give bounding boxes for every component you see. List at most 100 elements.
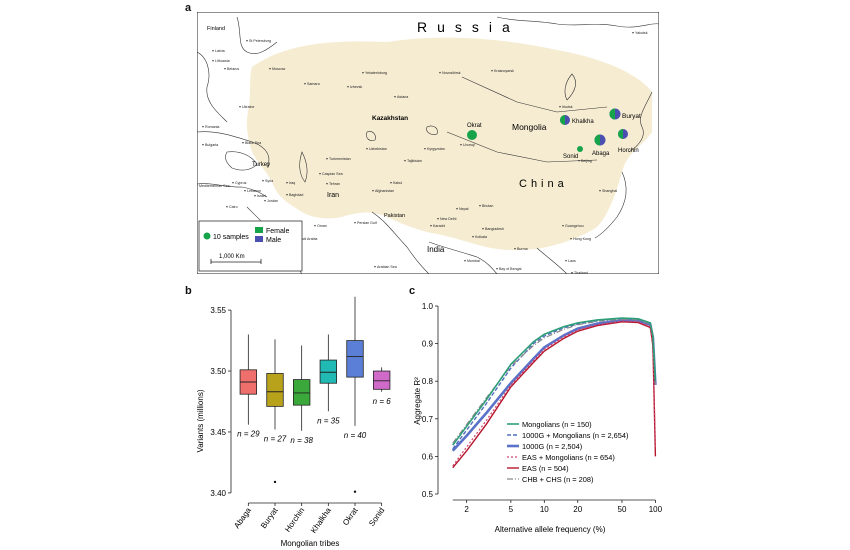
site-label: Okrat bbox=[467, 123, 482, 129]
map-place-label: Burma bbox=[517, 247, 528, 251]
panel-letter-a: a bbox=[185, 2, 192, 14]
map-place-dot bbox=[562, 225, 564, 227]
r2-x-label: Alternative allele frequency (%) bbox=[495, 525, 606, 534]
map-place-dot bbox=[354, 222, 356, 224]
map-place-label: Kyrgyzstan bbox=[427, 147, 445, 151]
y-tick-label: 3.50 bbox=[210, 367, 226, 376]
map-place-dot bbox=[269, 68, 271, 70]
y-tick-label: 0.6 bbox=[422, 452, 434, 461]
map-place-dot bbox=[456, 208, 458, 210]
map-place-dot bbox=[224, 68, 226, 70]
label-pakistan: Pakistan bbox=[384, 213, 405, 219]
map-place-dot bbox=[347, 86, 349, 88]
panel-letter-b: b bbox=[185, 285, 192, 297]
x-tick-label: 50 bbox=[618, 505, 627, 514]
x-tick-label: Abaga bbox=[232, 506, 253, 531]
box-outlier bbox=[273, 480, 277, 484]
x-tick-label: Sonid bbox=[367, 506, 386, 528]
map-place-label: Tehran bbox=[329, 182, 340, 186]
x-tick-label: 100 bbox=[649, 505, 663, 514]
map-place-label: New Delhi bbox=[440, 217, 457, 221]
map-place-label: Thailand bbox=[574, 271, 588, 274]
box-sonid: n = 6 bbox=[372, 367, 391, 406]
map-place-dot bbox=[202, 126, 204, 128]
map-place-label: Cyprus bbox=[235, 181, 247, 185]
x-tick-label: Horchin bbox=[283, 506, 306, 534]
site-label: Abaga bbox=[592, 151, 610, 157]
map-place-dot bbox=[262, 180, 264, 182]
site-label: Sonid bbox=[563, 154, 578, 160]
map-place-label: Bangladesh bbox=[485, 227, 504, 231]
map-place-dot bbox=[491, 70, 493, 72]
map-place-label: Arabian Sea bbox=[377, 265, 397, 269]
map-place-dot bbox=[460, 144, 462, 146]
box-outlier bbox=[353, 490, 357, 493]
map-place-label: St Petersburg bbox=[249, 39, 271, 43]
map-place-label: Mumbai bbox=[467, 259, 480, 263]
box-n-label: n = 40 bbox=[344, 431, 367, 440]
map-place-label: Turkmenistan bbox=[329, 157, 351, 161]
map-place-dot bbox=[404, 160, 406, 162]
map-place-label: Uzbekistan bbox=[369, 147, 387, 151]
map-place-dot bbox=[366, 148, 368, 150]
map-place-dot bbox=[319, 173, 321, 175]
map-place-dot bbox=[286, 182, 288, 184]
map-place-dot bbox=[326, 158, 328, 160]
site-label: Horchin bbox=[618, 148, 639, 154]
boxplot-y-label: Variants (millions) bbox=[196, 389, 205, 452]
scale-label: 1,000 Km bbox=[219, 254, 245, 260]
x-tick-label: Buryat bbox=[259, 505, 280, 530]
legend-male-swatch bbox=[255, 236, 263, 242]
box-okrat: n = 40 bbox=[344, 296, 367, 493]
boxplot-chart: 3.40 3.45 3.50 3.55 n = 29 n = 27 n = 38 n = 3… bbox=[196, 296, 391, 548]
map-place-label: Yekaterinburg bbox=[365, 71, 387, 75]
map-place-label: Irkutsk bbox=[562, 105, 573, 109]
map-place-dot bbox=[514, 248, 516, 250]
box-n-label: n = 35 bbox=[317, 416, 340, 425]
label-kazakhstan: Kazakhstan bbox=[372, 115, 408, 122]
map-place-label: Jordan bbox=[267, 199, 278, 203]
legend-female-label: Female bbox=[266, 228, 289, 235]
map-legend: 10 samples Female Male 1,000 Km bbox=[198, 220, 303, 272]
site-horchin: Horchin bbox=[618, 129, 639, 154]
map-place-label: Romania bbox=[205, 125, 219, 129]
map-place-label: Moscow bbox=[272, 67, 286, 71]
map-place-dot bbox=[570, 238, 572, 240]
map-place-dot bbox=[197, 185, 198, 187]
r2-y-label: Aggregate R² bbox=[413, 377, 422, 425]
map-place-dot bbox=[565, 260, 567, 262]
site-khalkha: Khalkha bbox=[560, 115, 594, 125]
box-buryat: n = 27 bbox=[264, 339, 287, 484]
map-borders bbox=[197, 16, 659, 274]
box-iqr bbox=[319, 359, 337, 384]
x-tick-label: 5 bbox=[509, 505, 514, 514]
site-okrat: Okrat bbox=[467, 123, 482, 140]
label-iran: Iran bbox=[327, 192, 339, 199]
y-tick-label: 0.9 bbox=[422, 340, 434, 349]
label-russia: Russia bbox=[417, 19, 520, 35]
map-place-dot bbox=[571, 272, 573, 274]
box-iqr bbox=[293, 379, 311, 406]
map-place-dot bbox=[326, 183, 328, 185]
map-place-dot bbox=[212, 60, 214, 62]
box-iqr bbox=[266, 373, 284, 407]
legend-sample-dot bbox=[203, 232, 211, 240]
r2-axes: 0.5 0.6 0.7 0.8 0.9 1.0 2 5 10 20 50 100 bbox=[422, 302, 663, 514]
series-line bbox=[451, 318, 657, 452]
map-place-dot bbox=[226, 206, 228, 208]
box-iqr bbox=[372, 370, 391, 390]
map-place-dot bbox=[232, 182, 234, 184]
legend-label: EAS + Mongolians (n = 654) bbox=[522, 453, 615, 462]
y-tick-label: 1.0 bbox=[422, 302, 434, 311]
map-place-dot bbox=[362, 72, 364, 74]
map-place-dot bbox=[632, 32, 634, 34]
map-place-dot bbox=[212, 50, 214, 52]
map-place-label: Oman bbox=[317, 224, 327, 228]
y-tick-label: 3.55 bbox=[210, 306, 226, 315]
x-tick-label: 10 bbox=[540, 505, 549, 514]
box-khalkha: n = 35 bbox=[317, 334, 340, 425]
boxplot-x-axis: Abaga Buryat Horchin Khalkha Okrat Sonid bbox=[232, 502, 386, 535]
map-place-label: Kabul bbox=[393, 181, 402, 185]
map-place-label: Hong Kong bbox=[573, 237, 591, 241]
map-place-label: Astana bbox=[397, 95, 408, 99]
